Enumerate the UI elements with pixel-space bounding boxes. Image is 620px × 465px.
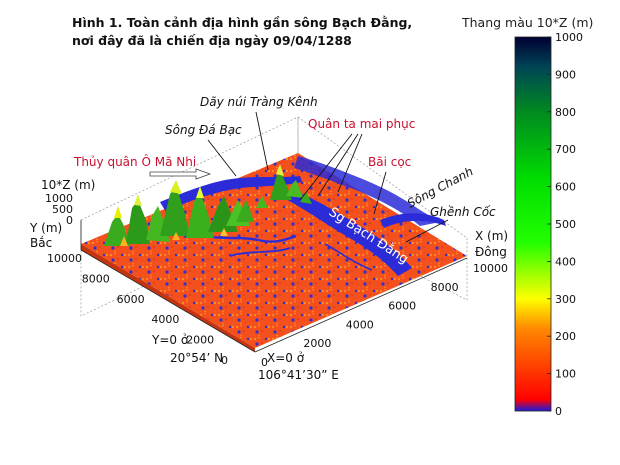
y-tick-label: 0 bbox=[221, 354, 228, 367]
annotation-bai-coc-pointer bbox=[373, 171, 387, 215]
z-axis-label: 10*Z (m) bbox=[41, 178, 95, 192]
annotation-bai-coc: Bãi cọc bbox=[368, 155, 411, 169]
annotation-ghenh-coc-pointer bbox=[405, 219, 449, 243]
colorbar: 0 100 200 300 400 500 600 700 800 900 1000 bbox=[514, 31, 583, 418]
annotation-ghenh-coc: Ghềnh Cốc bbox=[430, 205, 496, 219]
y-tick-label: 10000 bbox=[47, 252, 82, 265]
colorbar-tick-label: 200 bbox=[555, 330, 576, 343]
channel-2 bbox=[229, 247, 291, 257]
annotation-quan-ta-pointer-2 bbox=[317, 133, 359, 197]
annotation-song-chanh: Sông Chanh bbox=[405, 164, 476, 210]
y-tick-label: 4000 bbox=[151, 313, 179, 326]
x-axis-direction: Đông bbox=[475, 245, 507, 259]
colorbar-tick-label: 1000 bbox=[555, 31, 583, 44]
origin-y-label: Y=0 ở bbox=[151, 333, 189, 347]
river-chanh bbox=[380, 213, 446, 228]
annotation-thuy-quan-arrow bbox=[149, 168, 212, 180]
colorbar-tick-label: 700 bbox=[555, 143, 576, 156]
annotation-quan-ta: Quân ta mai phục bbox=[308, 117, 415, 131]
colorbar-tick-label: 600 bbox=[555, 181, 576, 194]
chart-title-line-1: Hình 1. Toàn cảnh địa hình gần sông Bạch… bbox=[72, 15, 413, 30]
z-tick-label: 1000 bbox=[45, 192, 73, 205]
chart-title-line-2: nơi đây đã là chiến địa ngày 09/04/1288 bbox=[72, 33, 352, 48]
colorbar-ticks: 0 100 200 300 400 500 600 700 800 900 1000 bbox=[547, 31, 583, 418]
colorbar-title: Thang màu 10*Z (m) bbox=[462, 15, 594, 30]
annotation-song-da-bac-pointer bbox=[207, 139, 237, 177]
x-tick-label: 8000 bbox=[431, 281, 459, 294]
x-tick-label: 6000 bbox=[388, 300, 416, 313]
annotation-quan-ta-pointer-1 bbox=[299, 133, 353, 201]
x-axis-label: X (m) bbox=[475, 229, 508, 243]
river-bach-dang bbox=[284, 190, 412, 276]
colorbar-tick-label: 800 bbox=[555, 106, 576, 119]
channel-1 bbox=[204, 234, 297, 243]
colorbar-tick-label: 100 bbox=[555, 368, 576, 381]
annotation-song-da-bac: Sông Đá Bạc bbox=[165, 123, 242, 137]
colorbar-bar bbox=[514, 36, 552, 412]
origin-y-value: 20°54’ N bbox=[170, 351, 223, 365]
x-tick-label: 0 bbox=[261, 356, 268, 369]
z-tick-label: 0 bbox=[66, 214, 73, 227]
front-edges bbox=[80, 220, 468, 353]
x-tick-label: 10000 bbox=[473, 262, 508, 275]
colorbar-tick-label: 900 bbox=[555, 68, 576, 81]
mountains bbox=[104, 164, 312, 246]
channel-3 bbox=[324, 243, 373, 271]
terrain-edge bbox=[81, 244, 255, 352]
annotation-quan-ta-pointer-3 bbox=[337, 133, 363, 193]
x-tick-label: 4000 bbox=[346, 318, 374, 331]
y-tick-label: 2000 bbox=[186, 334, 214, 347]
y-axis-direction: Bắc bbox=[30, 236, 52, 250]
origin-x-label: X=0 ở bbox=[267, 351, 305, 365]
z-tick-label: 500 bbox=[52, 203, 73, 216]
x-tick-labels: 0 2000 4000 6000 8000 10000 bbox=[261, 262, 508, 369]
y-tick-label: 8000 bbox=[82, 272, 110, 285]
annotation-day-nui-pointer bbox=[255, 111, 269, 171]
colorbar-tick-label: 0 bbox=[555, 405, 562, 418]
colorbar-tick-label: 400 bbox=[555, 255, 576, 268]
y-axis-label: Y (m) bbox=[29, 221, 62, 235]
annotation-thuy-quan: Thủy quân Ô Mã Nhi bbox=[73, 154, 196, 169]
river-upper bbox=[294, 156, 440, 226]
annotation-day-nui: Dãy núi Tràng Kênh bbox=[200, 95, 318, 109]
origin-x-value: 106°41’30” E bbox=[258, 368, 339, 382]
colorbar-tick-label: 500 bbox=[555, 218, 576, 231]
terrain-surface bbox=[81, 153, 467, 352]
back-panel-right bbox=[297, 116, 468, 301]
colorbar-tick-label: 300 bbox=[555, 293, 576, 306]
river-da-bac bbox=[160, 176, 302, 212]
y-tick-label: 6000 bbox=[117, 293, 145, 306]
chart-title: Hình 1. Toàn cảnh địa hình gần sông Bạch… bbox=[72, 14, 412, 50]
x-tick-label: 2000 bbox=[303, 337, 331, 350]
